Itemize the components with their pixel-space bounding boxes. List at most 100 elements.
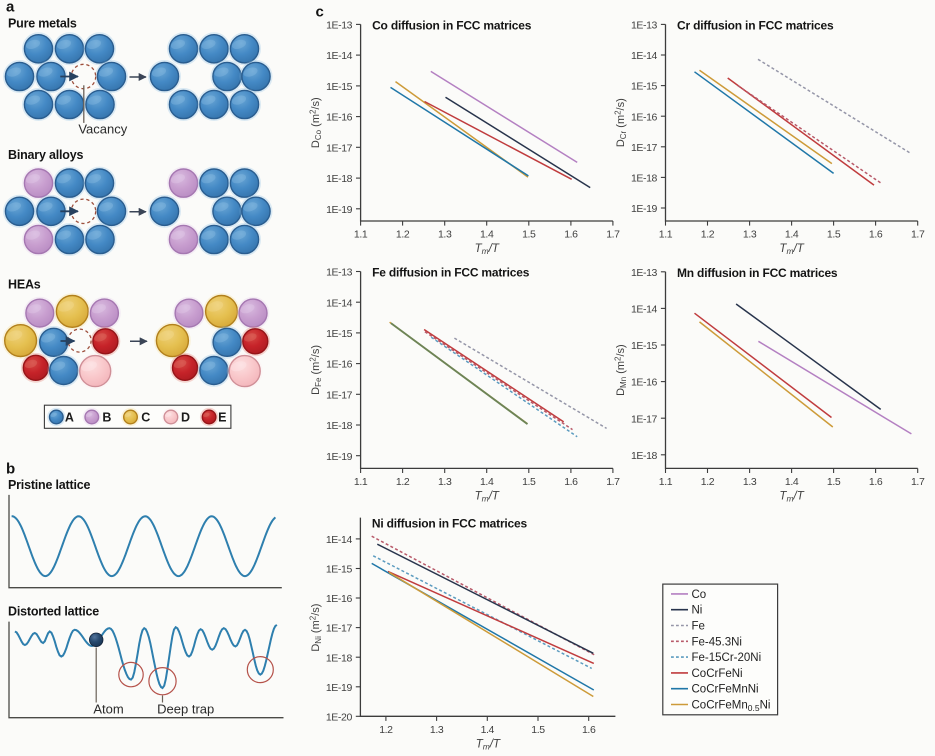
svg-text:b: b (6, 461, 15, 478)
svg-text:1E-13: 1E-13 (326, 20, 353, 32)
svg-text:1E-18: 1E-18 (631, 450, 658, 462)
svg-text:1.5: 1.5 (827, 229, 841, 241)
svg-text:1.2: 1.2 (396, 229, 410, 241)
svg-text:C: C (141, 411, 150, 425)
svg-text:Tm/T: Tm/T (779, 243, 804, 256)
svg-text:1.3: 1.3 (438, 476, 452, 488)
svg-text:Tm/T: Tm/T (475, 490, 500, 503)
svg-text:1E-13: 1E-13 (631, 20, 658, 32)
svg-text:DFe (m2/s): DFe (m2/s) (309, 345, 324, 395)
svg-text:1.5: 1.5 (522, 229, 536, 241)
svg-text:A: A (65, 411, 74, 425)
svg-text:Pure metals: Pure metals (8, 17, 77, 31)
svg-text:1E-17: 1E-17 (326, 142, 353, 154)
svg-text:1E-16: 1E-16 (326, 359, 353, 371)
svg-text:Fe diffusion in FCC matrices: Fe diffusion in FCC matrices (372, 266, 530, 280)
svg-text:1.5: 1.5 (531, 724, 545, 736)
svg-text:Vacancy: Vacancy (78, 122, 127, 137)
svg-text:1.1: 1.1 (659, 229, 673, 241)
svg-text:Atom: Atom (93, 702, 123, 717)
svg-text:1E-14: 1E-14 (631, 50, 658, 62)
svg-text:1.6: 1.6 (869, 476, 883, 488)
svg-text:1.2: 1.2 (396, 476, 410, 488)
svg-text:1E-13: 1E-13 (631, 267, 658, 279)
svg-text:Fe-15Cr-20Ni: Fe-15Cr-20Ni (692, 652, 762, 664)
svg-text:a: a (6, 0, 15, 16)
svg-text:1E-18: 1E-18 (326, 173, 353, 185)
svg-text:Fe: Fe (692, 621, 705, 633)
svg-text:1.4: 1.4 (480, 229, 494, 241)
svg-text:Ni: Ni (692, 605, 703, 617)
svg-text:1E-17: 1E-17 (326, 389, 353, 401)
svg-text:1E-14: 1E-14 (326, 50, 353, 62)
svg-text:1E-15: 1E-15 (326, 564, 353, 576)
svg-text:1.3: 1.3 (743, 229, 757, 241)
svg-text:1E-16: 1E-16 (326, 112, 353, 124)
svg-text:CoCrFeNi: CoCrFeNi (692, 668, 743, 680)
svg-text:Co: Co (692, 589, 707, 601)
svg-text:1.7: 1.7 (911, 229, 925, 241)
svg-text:1.2: 1.2 (701, 229, 715, 241)
svg-text:1.3: 1.3 (438, 229, 452, 241)
svg-text:1E-15: 1E-15 (631, 81, 658, 93)
svg-text:1E-17: 1E-17 (326, 623, 353, 635)
svg-text:1E-19: 1E-19 (326, 451, 353, 463)
svg-text:1E-15: 1E-15 (326, 328, 353, 340)
svg-text:E: E (218, 411, 226, 425)
svg-text:1.2: 1.2 (379, 724, 393, 736)
svg-text:Ni diffusion in FCC matrices: Ni diffusion in FCC matrices (372, 517, 528, 531)
svg-text:Co diffusion in FCC matrices: Co diffusion in FCC matrices (372, 18, 532, 32)
svg-text:1E-18: 1E-18 (631, 173, 658, 185)
svg-text:1E-19: 1E-19 (326, 682, 353, 694)
svg-text:1E-16: 1E-16 (631, 377, 658, 389)
svg-text:1.4: 1.4 (481, 724, 495, 736)
svg-text:B: B (102, 411, 111, 425)
svg-text:1E-20: 1E-20 (326, 711, 353, 723)
svg-text:1.3: 1.3 (430, 724, 444, 736)
svg-text:Tm/T: Tm/T (779, 490, 804, 503)
svg-text:1E-16: 1E-16 (631, 111, 658, 123)
svg-text:1E-19: 1E-19 (326, 204, 353, 216)
svg-text:DCo (m2/s): DCo (m2/s) (309, 97, 324, 148)
svg-text:1.6: 1.6 (582, 724, 596, 736)
svg-text:1.3: 1.3 (743, 476, 757, 488)
svg-text:1E-19: 1E-19 (631, 203, 658, 215)
svg-text:Tm/T: Tm/T (475, 243, 500, 256)
svg-text:c: c (316, 4, 324, 21)
svg-text:Pristine lattice: Pristine lattice (8, 478, 90, 492)
svg-text:1.7: 1.7 (911, 476, 925, 488)
svg-text:1E-16: 1E-16 (326, 593, 353, 605)
svg-text:1E-15: 1E-15 (326, 81, 353, 93)
svg-text:1.1: 1.1 (659, 476, 673, 488)
svg-text:1E-17: 1E-17 (631, 413, 658, 425)
svg-text:1.7: 1.7 (606, 229, 620, 241)
svg-text:Distorted lattice: Distorted lattice (8, 605, 99, 619)
svg-text:HEAs: HEAs (8, 278, 41, 292)
svg-text:1E-14: 1E-14 (631, 304, 658, 316)
svg-text:D: D (181, 411, 190, 425)
svg-text:Binary alloys: Binary alloys (8, 148, 83, 162)
svg-text:1.1: 1.1 (354, 476, 368, 488)
svg-text:1E-15: 1E-15 (631, 340, 658, 352)
svg-text:1.2: 1.2 (701, 476, 715, 488)
svg-text:1.6: 1.6 (564, 476, 578, 488)
svg-text:1.4: 1.4 (480, 476, 494, 488)
svg-text:Cr diffusion in FCC matrices: Cr diffusion in FCC matrices (677, 18, 834, 32)
svg-text:1E-14: 1E-14 (326, 297, 353, 309)
svg-text:Fe-45.3Ni: Fe-45.3Ni (692, 636, 743, 648)
svg-text:1.4: 1.4 (785, 229, 799, 241)
svg-text:DMn (m2/s): DMn (m2/s) (614, 344, 629, 396)
svg-text:1.4: 1.4 (785, 476, 799, 488)
svg-text:1.6: 1.6 (564, 229, 578, 241)
svg-text:Tm/T: Tm/T (476, 738, 501, 751)
svg-text:DCr (m2/s): DCr (m2/s) (614, 98, 629, 147)
svg-text:CoCrFeMn0.5Ni: CoCrFeMn0.5Ni (692, 700, 771, 714)
svg-text:1.6: 1.6 (869, 229, 883, 241)
svg-text:1E-18: 1E-18 (326, 652, 353, 664)
svg-text:DNi (m2/s): DNi (m2/s) (308, 604, 323, 652)
svg-text:1E-14: 1E-14 (326, 534, 353, 546)
svg-text:CoCrFeMnNi: CoCrFeMnNi (692, 684, 759, 696)
svg-text:1.5: 1.5 (827, 476, 841, 488)
svg-text:1E-18: 1E-18 (326, 420, 353, 432)
svg-text:1.7: 1.7 (606, 476, 620, 488)
